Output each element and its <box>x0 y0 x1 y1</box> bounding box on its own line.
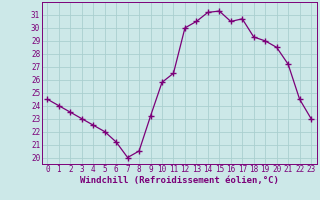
X-axis label: Windchill (Refroidissement éolien,°C): Windchill (Refroidissement éolien,°C) <box>80 176 279 185</box>
